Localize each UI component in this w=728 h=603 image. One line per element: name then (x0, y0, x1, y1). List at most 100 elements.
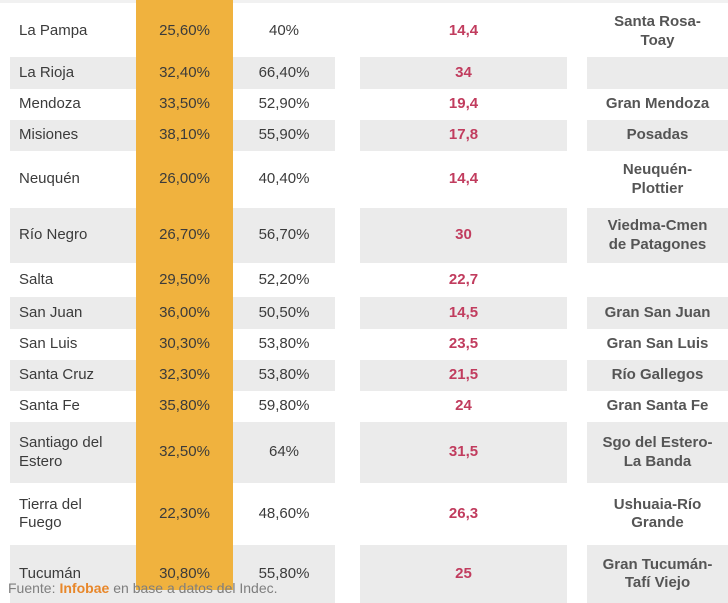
percent-cell: 40,40% (233, 151, 335, 208)
column-gutter (335, 329, 360, 360)
agglomerate-cell (587, 57, 728, 89)
indicator-cell: 25 (360, 545, 567, 603)
province-name: Misiones (19, 126, 79, 144)
province-name: Río Negro (19, 226, 88, 244)
agglomerate-cell: Viedma-Cmen de Patagones (587, 208, 728, 263)
column-gutter (567, 151, 587, 208)
percent-value: 53,80% (258, 335, 310, 353)
percent-value: 55,80% (258, 564, 310, 582)
province-cell: La Pampa (10, 6, 136, 57)
indicator-value: 30 (455, 226, 472, 244)
column-gutter (567, 89, 587, 120)
table-row: Misiones 38,10% 55,90% 17,8 Posadas (0, 120, 728, 151)
highlight-percent-value: 26,00% (159, 170, 210, 188)
highlight-percent-value: 30,80% (159, 564, 210, 582)
indicator-cell: 24 (360, 391, 567, 422)
column-gutter (335, 360, 360, 391)
column-gutter (567, 263, 587, 297)
indicator-cell: 14,5 (360, 297, 567, 329)
province-cell: Tierra del Fuego (10, 483, 136, 545)
province-name: Santiago del Estero (19, 434, 103, 470)
highlight-percent-value: 29,50% (159, 270, 210, 288)
percent-value: 55,90% (258, 126, 310, 144)
indicator-value: 22,7 (448, 270, 479, 288)
percent-value: 64% (268, 443, 300, 461)
province-cell: La Rioja (10, 57, 136, 89)
column-gutter (335, 120, 360, 151)
column-gutter (567, 391, 587, 422)
province-cell: Salta (10, 263, 136, 297)
highlight-percent-value: 35,80% (159, 397, 210, 415)
agglomerate-name: Neuquén- Plottier (622, 161, 693, 197)
province-cell: Mendoza (10, 89, 136, 120)
province-cell: San Juan (10, 297, 136, 329)
source-link[interactable]: Infobae (59, 580, 110, 596)
province-name: Tucumán (19, 564, 81, 582)
province-name: Santa Fe (19, 397, 80, 415)
column-gutter (567, 329, 587, 360)
indicator-cell: 31,5 (360, 422, 567, 483)
percent-value: 56,70% (258, 226, 310, 244)
column-gutter (335, 57, 360, 89)
highlight-column-overlay (136, 0, 233, 590)
source-footer: Fuente: Infobae en base a datos del Inde… (8, 580, 278, 596)
column-gutter (335, 297, 360, 329)
indicator-value: 31,5 (448, 443, 479, 461)
indicator-cell: 19,4 (360, 89, 567, 120)
column-gutter (567, 422, 587, 483)
indicator-value: 21,5 (448, 366, 479, 384)
province-name: Neuquén (19, 170, 80, 188)
indicator-value: 19,4 (448, 95, 479, 113)
table-row: La Pampa 25,60% 40% 14,4 Santa Rosa- Toa… (0, 6, 728, 57)
percent-cell: 52,90% (233, 89, 335, 120)
column-gutter (567, 483, 587, 545)
agglomerate-name: Viedma-Cmen de Patagones (607, 217, 708, 253)
agglomerate-name: Gran Mendoza (605, 95, 710, 113)
indicator-cell: 14,4 (360, 6, 567, 57)
highlight-percent-cell: 25,60% (136, 6, 233, 57)
highlight-percent-value: 38,10% (159, 126, 210, 144)
province-cell: Santa Cruz (10, 360, 136, 391)
agglomerate-cell: Posadas (587, 120, 728, 151)
indicator-cell: 23,5 (360, 329, 567, 360)
table-row: San Juan 36,00% 50,50% 14,5 Gran San Jua… (0, 297, 728, 329)
table-row: Río Negro 26,70% 56,70% 30 Viedma-Cmen d… (0, 208, 728, 263)
agglomerate-name: Gran Tucumán- Tafí Viejo (602, 555, 713, 591)
column-gutter (567, 57, 587, 89)
table-row: Neuquén 26,00% 40,40% 14,4 Neuquén- Plot… (0, 151, 728, 208)
highlight-percent-value: 25,60% (159, 22, 210, 40)
province-cell: Santa Fe (10, 391, 136, 422)
indicator-cell: 22,7 (360, 263, 567, 297)
indicator-cell: 14,4 (360, 151, 567, 208)
percent-cell: 59,80% (233, 391, 335, 422)
highlight-percent-value: 30,30% (159, 335, 210, 353)
indicator-cell: 17,8 (360, 120, 567, 151)
indicator-cell: 26,3 (360, 483, 567, 545)
column-gutter (567, 120, 587, 151)
agglomerate-cell: Gran Tucumán- Tafí Viejo (587, 545, 728, 603)
agglomerate-cell: Gran Santa Fe (587, 391, 728, 422)
highlight-percent-cell: 22,30% (136, 483, 233, 545)
agglomerate-cell: Río Gallegos (587, 360, 728, 391)
table-row: Salta 29,50% 52,20% 22,7 (0, 263, 728, 297)
province-name: La Rioja (19, 63, 75, 81)
province-cell: Santiago del Estero (10, 422, 136, 483)
column-gutter (567, 360, 587, 391)
agglomerate-cell: Ushuaia-Río Grande (587, 483, 728, 545)
table-row: Santa Cruz 32,30% 53,80% 21,5 Río Galleg… (0, 360, 728, 391)
table-row: Mendoza 33,50% 52,90% 19,4 Gran Mendoza (0, 89, 728, 120)
table-row: San Luis 30,30% 53,80% 23,5 Gran San Lui… (0, 329, 728, 360)
column-gutter (335, 391, 360, 422)
indicator-cell: 21,5 (360, 360, 567, 391)
province-cell: Misiones (10, 120, 136, 151)
highlight-percent-value: 26,70% (159, 226, 210, 244)
percent-cell: 64% (233, 422, 335, 483)
table-row: Santiago del Estero 32,50% 64% 31,5 Sgo … (0, 422, 728, 483)
percent-value: 40,40% (258, 170, 310, 188)
column-gutter (335, 263, 360, 297)
province-cell: San Luis (10, 329, 136, 360)
province-cell: Río Negro (10, 208, 136, 263)
agglomerate-cell: Sgo del Estero- La Banda (587, 422, 728, 483)
agglomerate-cell: Santa Rosa- Toay (587, 6, 728, 57)
